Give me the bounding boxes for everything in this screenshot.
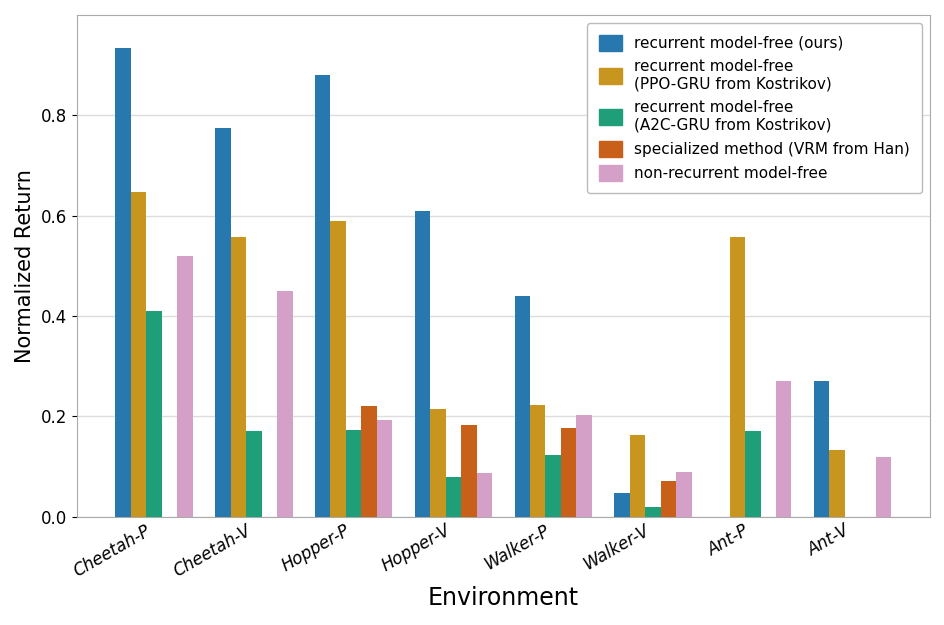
Bar: [614, 492, 629, 517]
Bar: [446, 476, 461, 517]
Bar: [430, 409, 446, 517]
Bar: [115, 48, 131, 517]
Bar: [277, 291, 293, 517]
Bar: [215, 128, 230, 517]
Bar: [177, 256, 193, 517]
Bar: [361, 406, 377, 517]
Bar: [346, 430, 361, 517]
Y-axis label: Normalized Return: Normalized Return: [15, 169, 35, 362]
X-axis label: Environment: Environment: [428, 586, 579, 610]
Bar: [461, 425, 476, 517]
Bar: [330, 221, 346, 517]
Bar: [829, 450, 844, 517]
Bar: [645, 507, 660, 517]
Bar: [230, 237, 245, 517]
Bar: [314, 75, 330, 517]
Bar: [813, 381, 829, 517]
Bar: [660, 481, 676, 517]
Bar: [676, 471, 691, 517]
Bar: [629, 435, 645, 517]
Bar: [744, 431, 760, 517]
Bar: [414, 211, 430, 517]
Legend: recurrent model-free (ours), recurrent model-free
(PPO-GRU from Kostrikov), recu: recurrent model-free (ours), recurrent m…: [586, 22, 921, 194]
Bar: [476, 472, 492, 517]
Bar: [530, 405, 545, 517]
Bar: [131, 192, 146, 517]
Bar: [545, 455, 561, 517]
Bar: [377, 420, 392, 517]
Bar: [729, 237, 744, 517]
Bar: [775, 381, 790, 517]
Bar: [245, 431, 261, 517]
Bar: [561, 428, 576, 517]
Bar: [146, 311, 161, 517]
Bar: [514, 296, 530, 517]
Bar: [576, 415, 591, 517]
Bar: [875, 458, 890, 517]
